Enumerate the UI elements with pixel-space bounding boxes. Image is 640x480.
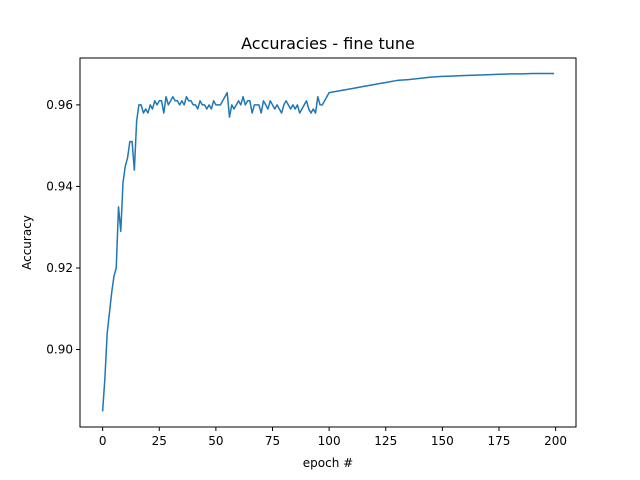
x-tick-label: 175: [488, 434, 511, 448]
axes-frame: [79, 57, 577, 428]
y-tick-label: 0.94: [46, 179, 73, 193]
x-tick-label: 100: [318, 434, 341, 448]
y-tick-label: 0.90: [46, 343, 73, 357]
y-axis-label: Accuracy: [20, 215, 34, 270]
x-tick-label: 25: [152, 434, 167, 448]
x-axis: 0 25 50 75 100 125 150 175 200: [99, 427, 567, 448]
y-tick-label: 0.96: [46, 98, 73, 112]
x-axis-label: epoch #: [303, 456, 353, 470]
x-tick-label: 125: [374, 434, 397, 448]
x-tick-label: 0: [99, 434, 107, 448]
x-tick-label: 75: [265, 434, 280, 448]
chart-title: Accuracies - fine tune: [241, 34, 415, 53]
y-axis: 0.90 0.92 0.94 0.96: [46, 98, 80, 357]
x-tick-label: 150: [431, 434, 454, 448]
accuracy-series-line: [101, 72, 555, 412]
y-tick-label: 0.92: [46, 261, 73, 275]
x-tick-label: 200: [544, 434, 567, 448]
x-tick-label: 50: [208, 434, 223, 448]
plot-area: [101, 72, 555, 412]
